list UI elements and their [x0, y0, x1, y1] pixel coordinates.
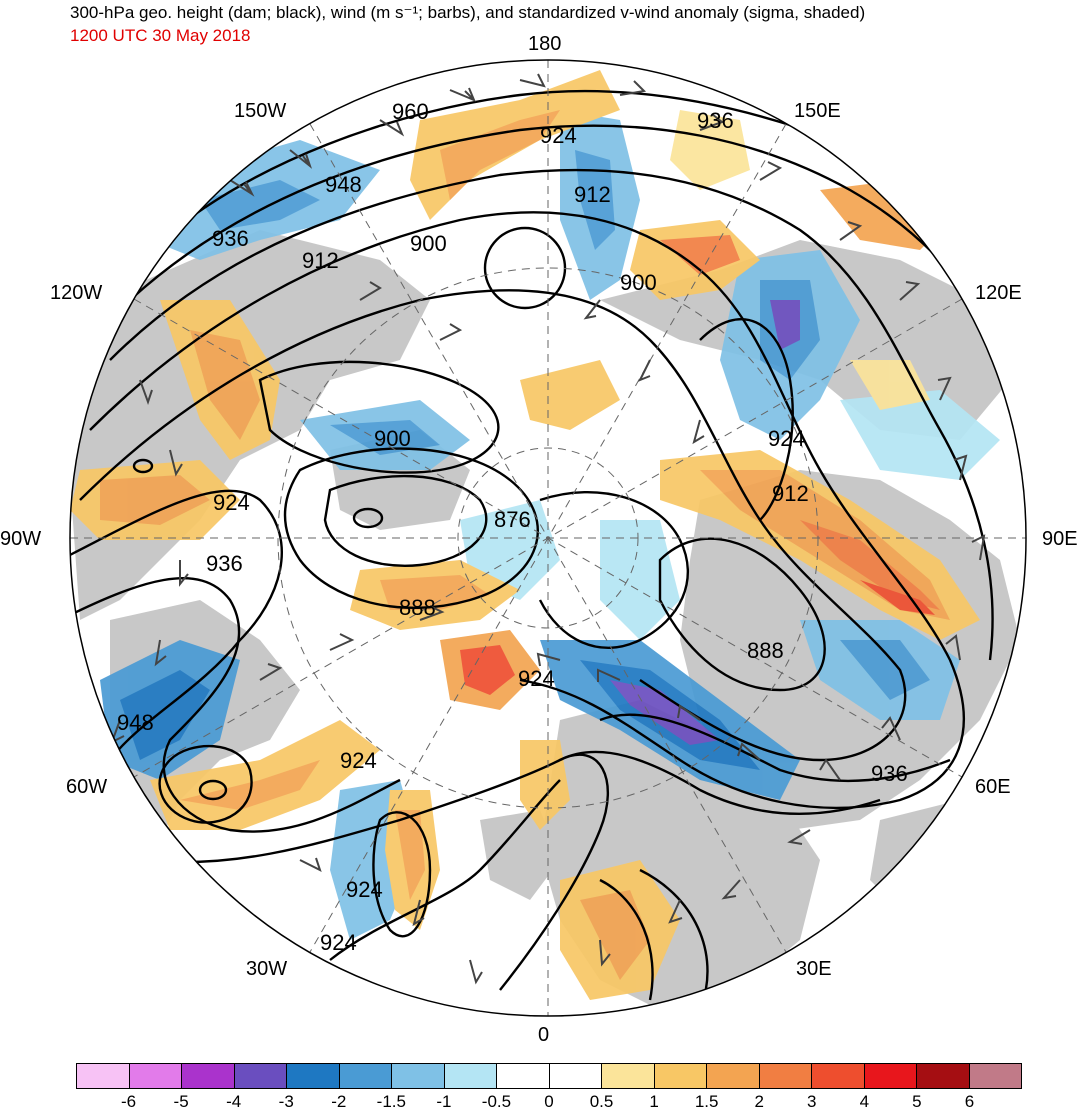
- colorbar-swatch: [444, 1064, 497, 1088]
- colorbar-swatch: [917, 1064, 970, 1088]
- contour-label: 912: [772, 481, 809, 506]
- contour-label: 948: [117, 710, 154, 735]
- colorbar-swatch: [707, 1064, 760, 1088]
- anomaly-shading: [70, 70, 1000, 1000]
- lon-label-180: 180: [528, 33, 561, 55]
- colorbar: [76, 1063, 1022, 1089]
- colorbar-swatch: [969, 1064, 1021, 1088]
- colorbar-swatch: [287, 1064, 340, 1088]
- contour-label: 936: [871, 761, 908, 786]
- colorbar-swatch: [812, 1064, 865, 1088]
- colorbar-swatch: [182, 1064, 235, 1088]
- contour-label: 924: [320, 930, 357, 955]
- contour-label: 876: [494, 507, 531, 532]
- valid-time: 1200 UTC 30 May 2018: [70, 26, 251, 45]
- colorbar-tick-label: 5: [912, 1092, 922, 1111]
- contour-label: 936: [206, 551, 243, 576]
- colorbar-tick-label: -2: [331, 1092, 347, 1111]
- lon-label-60e: 60E: [975, 776, 1011, 798]
- colorbar-swatch: [234, 1064, 287, 1088]
- lon-label-30w: 30W: [246, 958, 287, 980]
- colorbar-tick-label: 6: [964, 1092, 975, 1111]
- contour-label: 900: [374, 426, 411, 451]
- contour-label: 924: [346, 877, 383, 902]
- contour-label: 924: [768, 426, 805, 451]
- colorbar-tick-label: 4: [859, 1092, 870, 1111]
- lon-label-90e: 90E: [1042, 528, 1078, 550]
- colorbar-tick-labels: -6 -5 -4 -3 -2 -1.5 -1 -0.5 0 0.5 1 1.5 2 3 4 5 6: [76, 1092, 1022, 1112]
- contour-label: 888: [747, 638, 784, 663]
- lon-label-150e: 150E: [794, 100, 841, 122]
- colorbar-tick-label: 1.5: [694, 1092, 719, 1111]
- contour-label: 924: [340, 748, 377, 773]
- lon-label-0: 0: [538, 1024, 549, 1046]
- colorbar-tick-label: 0: [544, 1092, 554, 1111]
- contour-label: 924: [518, 666, 555, 691]
- map-disk: [70, 60, 1026, 1016]
- colorbar-tick-label: -6: [120, 1092, 137, 1111]
- colorbar-swatch: [759, 1064, 812, 1088]
- colorbar-tick-label: -5: [173, 1092, 189, 1111]
- colorbar-tick-label: 2: [754, 1092, 764, 1111]
- colorbar-tick-label: 3: [807, 1092, 817, 1111]
- height-contours: [70, 89, 994, 1011]
- lon-label-90w: 90W: [0, 528, 41, 550]
- contour-label: 924: [540, 123, 577, 148]
- longitude-labels: 180 0 90W 90E 150W 150E 120W 120E 60W 60…: [0, 33, 1078, 1046]
- contour-label: 900: [620, 270, 657, 295]
- colorbar-swatch: [339, 1064, 392, 1088]
- contour-label: 924: [213, 490, 250, 515]
- colorbar-swatch: [129, 1064, 182, 1088]
- contour-label: 912: [574, 182, 611, 207]
- colorbar-tick-label: -1: [436, 1092, 452, 1111]
- contour-label: 948: [325, 172, 362, 197]
- lon-label-30e: 30E: [796, 958, 832, 980]
- colorbar-swatch: [654, 1064, 707, 1088]
- colorbar-swatch: [602, 1064, 655, 1088]
- colorbar-tick-label: -3: [278, 1092, 294, 1111]
- colorbar-tick-label: -4: [226, 1092, 242, 1111]
- contour-label: 888: [399, 595, 436, 620]
- lon-label-120w: 120W: [50, 282, 102, 304]
- colorbar-tick-label: -0.5: [481, 1092, 512, 1111]
- map-border: [69, 59, 1027, 1017]
- graticule: [70, 60, 1026, 1016]
- lon-label-150w: 150W: [234, 100, 286, 122]
- lon-label-60w: 60W: [66, 776, 107, 798]
- contour-label: 936: [697, 108, 734, 133]
- colorbar-swatch: [549, 1064, 602, 1088]
- lon-label-120e: 120E: [975, 282, 1022, 304]
- colorbar-swatch: [77, 1064, 130, 1088]
- contour-label: 900: [410, 231, 447, 256]
- colorbar-swatch: [864, 1064, 917, 1088]
- contour-label: 936: [212, 226, 249, 251]
- map-title: 300-hPa geo. height (dam; black), wind (…: [70, 3, 866, 22]
- polar-map: 960 948 936 924 912 900 936 924 912 900 …: [0, 33, 1078, 1046]
- contour-label: 960: [392, 99, 429, 124]
- colorbar-tick-label: 1: [649, 1092, 659, 1111]
- contour-labels: 960 948 936 924 912 900 936 924 912 900 …: [117, 99, 908, 955]
- colorbar-swatch: [392, 1064, 445, 1088]
- colorbar-swatch: [497, 1064, 550, 1088]
- contour-label: 912: [302, 248, 339, 273]
- colorbar-tick-label: 0.5: [589, 1092, 614, 1111]
- wind-barbs: [110, 73, 986, 985]
- colorbar-tick-label: -1.5: [376, 1092, 406, 1111]
